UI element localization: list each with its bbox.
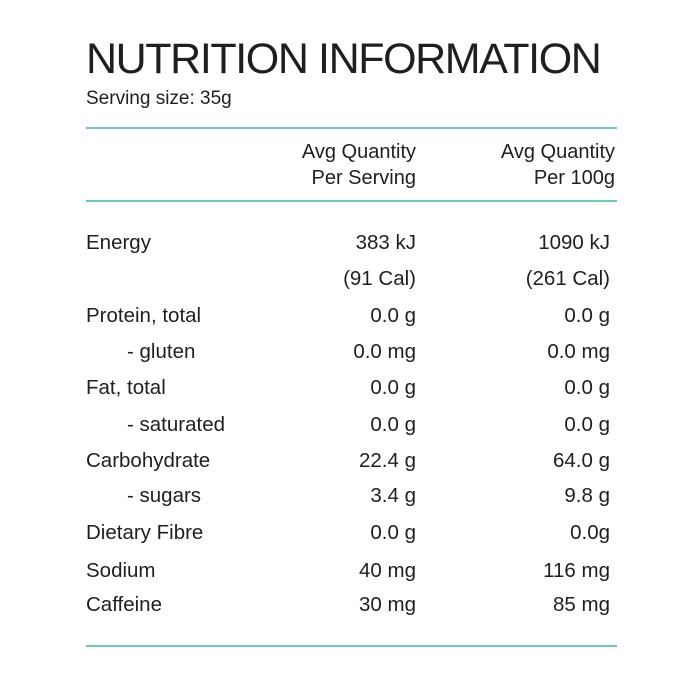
table-row: Fat, total 0.0 g 0.0 g [86, 373, 617, 403]
table-row: - saturated 0.0 g 0.0 g [86, 410, 617, 440]
nutrient-label: - gluten [127, 340, 196, 363]
nutrient-label: Carbohydrate [86, 449, 211, 472]
per-100g-value: 1090 kJ [538, 231, 610, 254]
per-100g-value: 85 mg [553, 593, 610, 616]
per-serving-value: 0.0 g [370, 521, 416, 544]
table-row: Caffeine 30 mg 85 mg [86, 590, 617, 620]
serving-size: Serving size: 35g [86, 88, 232, 109]
per-serving-value: 383 kJ [355, 231, 416, 254]
per-100g-value: 9.8 g [564, 484, 610, 507]
per-serving-value: 0.0 g [370, 376, 416, 399]
per-serving-value: 40 mg [359, 559, 416, 582]
per-100g-value: 0.0 g [564, 413, 610, 436]
per-serving-value: 0.0 mg [353, 340, 416, 363]
per-100g-value: 0.0 mg [547, 340, 610, 363]
per-serving-value: 3.4 g [370, 484, 416, 507]
per-serving-value: 0.0 g [370, 413, 416, 436]
per-serving-value: 30 mg [359, 593, 416, 616]
nutrition-panel: NUTRITION INFORMATION Serving size: 35g … [86, 0, 617, 700]
per-100g-value: 0.0 g [564, 376, 610, 399]
column-header-per-100g: Avg Quantity Per 100g [501, 139, 615, 191]
table-row: Carbohydrate 22.4 g 64.0 g [86, 446, 617, 476]
column-header-per-serving: Avg Quantity Per Serving [302, 139, 416, 191]
nutrient-label: Fat, total [86, 376, 166, 399]
table-row: (91 Cal) (261 Cal) [86, 264, 617, 294]
nutrient-label: - saturated [127, 413, 225, 436]
column-header-per-serving-line2: Per Serving [311, 167, 417, 189]
table-row: - sugars 3.4 g 9.8 g [86, 481, 617, 511]
per-serving-value: (91 Cal) [343, 267, 416, 290]
table-row: Energy 383 kJ 1090 kJ [86, 228, 617, 258]
header-divider [86, 200, 617, 202]
top-divider [86, 127, 617, 129]
bottom-divider [86, 645, 617, 647]
per-serving-value: 0.0 g [370, 304, 416, 327]
table-row: Protein, total 0.0 g 0.0 g [86, 301, 617, 331]
nutrient-label: Dietary Fibre [86, 521, 204, 544]
page-title: NUTRITION INFORMATION [86, 35, 602, 83]
per-100g-value: 0.0 g [564, 304, 610, 327]
nutrient-label: Sodium [86, 559, 156, 582]
nutrient-label: Caffeine [86, 593, 162, 616]
per-serving-value: 22.4 g [359, 449, 416, 472]
per-100g-value: 0.0g [570, 521, 610, 544]
table-row: Sodium 40 mg 116 mg [86, 556, 617, 586]
nutrient-label: Protein, total [86, 304, 202, 327]
column-header-per-100g-line2: Per 100g [533, 167, 615, 189]
per-100g-value: (261 Cal) [525, 267, 610, 290]
per-100g-value: 116 mg [543, 559, 610, 582]
column-header-per-serving-line1: Avg Quantity [301, 141, 416, 163]
nutrient-label: - sugars [127, 484, 202, 507]
column-header-per-100g-line1: Avg Quantity [500, 141, 615, 163]
per-100g-value: 64.0 g [553, 449, 610, 472]
table-row: Dietary Fibre 0.0 g 0.0g [86, 518, 617, 548]
nutrient-label: Energy [86, 231, 151, 254]
table-row: - gluten 0.0 mg 0.0 mg [86, 337, 617, 367]
